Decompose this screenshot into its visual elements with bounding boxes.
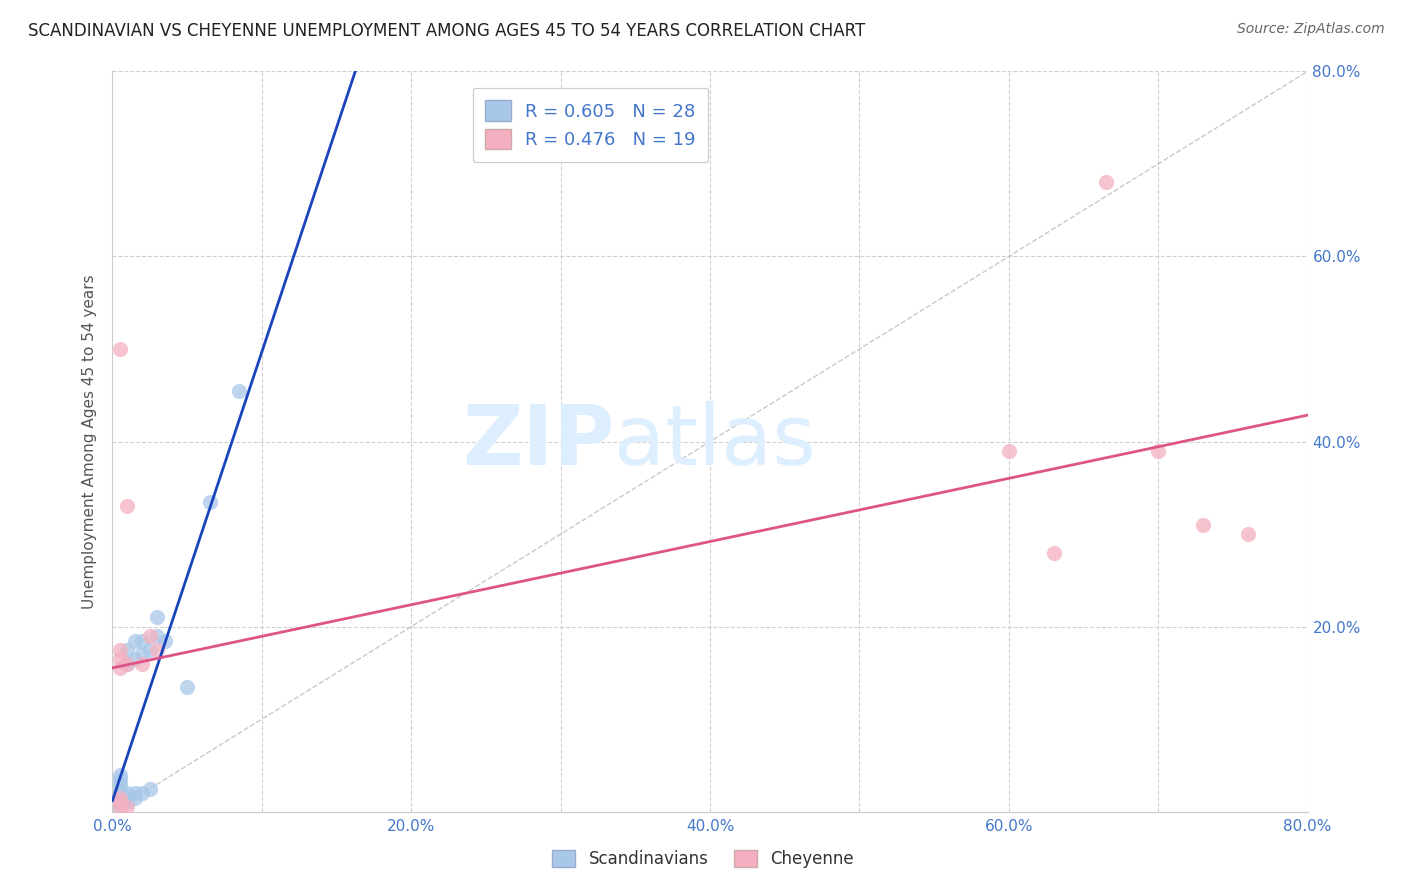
Point xyxy=(117,796,139,810)
Text: ZIP: ZIP xyxy=(463,401,614,482)
Point xyxy=(198,494,221,508)
Point xyxy=(108,772,131,787)
Point xyxy=(117,657,139,671)
Legend: R = 0.605   N = 28, R = 0.476   N = 19: R = 0.605 N = 28, R = 0.476 N = 19 xyxy=(472,87,709,162)
Text: Source: ZipAtlas.com: Source: ZipAtlas.com xyxy=(1237,22,1385,37)
Point xyxy=(117,800,139,814)
Point xyxy=(131,786,153,800)
Point xyxy=(146,610,169,624)
Point xyxy=(139,642,162,657)
Point xyxy=(117,790,139,805)
Point xyxy=(108,800,131,814)
Point xyxy=(153,633,176,648)
Point xyxy=(108,652,131,666)
Point xyxy=(1095,175,1118,190)
Text: SCANDINAVIAN VS CHEYENNE UNEMPLOYMENT AMONG AGES 45 TO 54 YEARS CORRELATION CHAR: SCANDINAVIAN VS CHEYENNE UNEMPLOYMENT AM… xyxy=(28,22,865,40)
Y-axis label: Unemployment Among Ages 45 to 54 years: Unemployment Among Ages 45 to 54 years xyxy=(82,274,97,609)
Point xyxy=(108,642,131,657)
Point xyxy=(139,781,162,796)
Point xyxy=(108,661,131,675)
Point xyxy=(124,652,146,666)
Point xyxy=(124,790,146,805)
Point xyxy=(176,680,198,694)
Point xyxy=(228,384,250,398)
Point xyxy=(1147,443,1170,458)
Point xyxy=(108,796,131,810)
Point xyxy=(1192,517,1215,532)
Text: atlas: atlas xyxy=(614,401,815,482)
Point xyxy=(124,633,146,648)
Point xyxy=(1042,545,1064,560)
Point xyxy=(108,342,131,356)
Point xyxy=(1237,527,1260,541)
Point xyxy=(108,777,131,791)
Point xyxy=(117,500,139,514)
Legend: Scandinavians, Cheyenne: Scandinavians, Cheyenne xyxy=(546,843,860,875)
Point xyxy=(131,657,153,671)
Point xyxy=(108,781,131,796)
Point xyxy=(117,786,139,800)
Point xyxy=(108,786,131,800)
Point xyxy=(117,657,139,671)
Point xyxy=(146,642,169,657)
Point xyxy=(117,642,139,657)
Point xyxy=(108,796,131,810)
Point xyxy=(139,629,162,643)
Point xyxy=(131,633,153,648)
Point xyxy=(108,800,131,814)
Point xyxy=(131,648,153,662)
Point xyxy=(146,629,169,643)
Point xyxy=(108,790,131,805)
Point xyxy=(108,767,131,781)
Point xyxy=(998,443,1021,458)
Point xyxy=(124,786,146,800)
Point xyxy=(108,790,131,805)
